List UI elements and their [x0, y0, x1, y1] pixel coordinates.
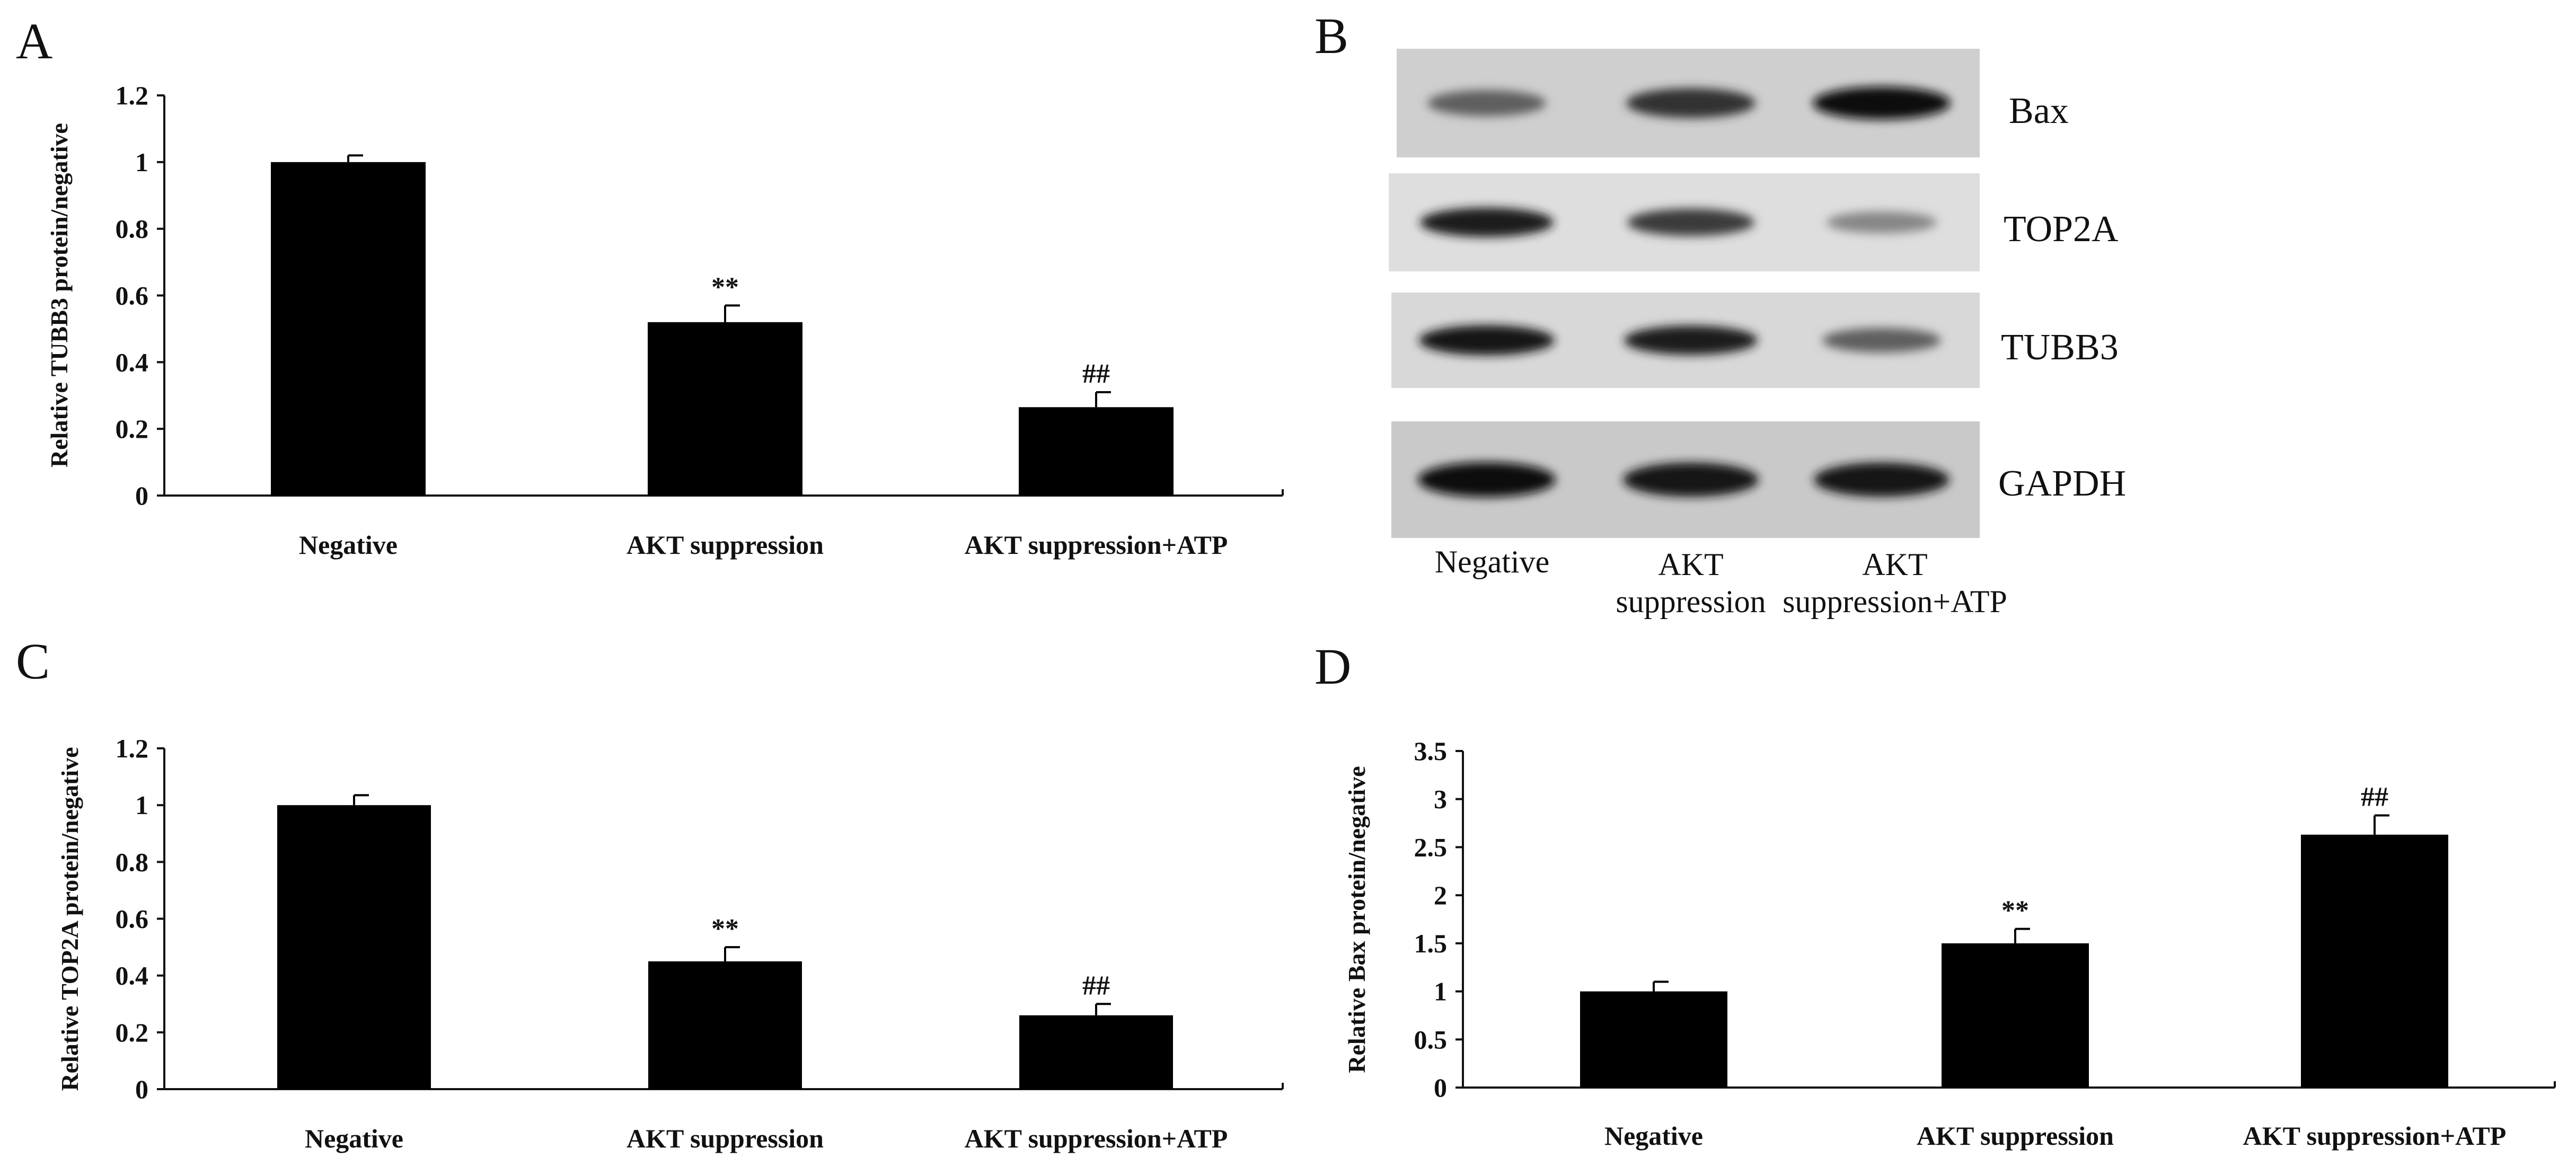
- chart-d-x-tick-labels: Negative AKT suppression AKT suppression+A…: [1604, 1121, 2506, 1151]
- blot-protein-label-gapdh: GAPDH: [1998, 463, 2126, 504]
- chart-c-x-tick-label-akt-suppression-atp: AKT suppression+ATP: [965, 1124, 1228, 1153]
- chart-c-x-tick-labels: Negative AKT suppression AKT suppression+A…: [305, 1124, 1228, 1153]
- blot-strips: [1389, 49, 1980, 538]
- chart-c-y-tick-label-0-4: 0.4: [116, 961, 149, 991]
- chart-a-x-tick-label-akt-suppression: AKT suppression: [627, 530, 824, 560]
- chart-d-y-tick-label-1: 1: [1434, 977, 1447, 1006]
- chart-d-x-tick-label-negative: Negative: [1604, 1121, 1703, 1151]
- chart-c-bars: ** ##: [277, 794, 1284, 1089]
- blot-lane-label-akt-suppression-atp: suppression+ATP: [1783, 584, 2007, 619]
- chart-d-y-ticks: 0 0.5 1 1.5 2 2.5 3 3.5: [1414, 736, 1463, 1102]
- chart-a-ylabel: Relative TUBB3 protein/negative: [46, 123, 73, 467]
- chart-d-bars: ** ##: [1580, 782, 2556, 1088]
- blot-band-top2a-lane-2: [1627, 208, 1754, 236]
- blot-protein-label-top2a: TOP2A: [2004, 209, 2119, 250]
- chart-d-significance-akt-suppression-atp: ##: [2361, 782, 2388, 812]
- chart-a-x-tick-label-negative: Negative: [299, 530, 398, 560]
- chart-c-y-tick-label-1: 1: [135, 790, 148, 820]
- chart-c-x-tick-label-negative: Negative: [305, 1124, 403, 1153]
- panel-letter-c: C: [16, 633, 50, 690]
- chart-d-y-tick-label-0: 0: [1434, 1073, 1447, 1102]
- blot-band-tubb3-lane-3: [1822, 328, 1941, 353]
- chart-c-bar-negative: [277, 805, 431, 1089]
- chart-c-significance-akt-suppression: **: [711, 914, 739, 944]
- chart-d-ylabel: Relative Bax protein/negative: [1343, 766, 1370, 1073]
- chart-a-significance-akt-suppression: **: [711, 272, 739, 302]
- chart-c-y-tick-label-0: 0: [135, 1074, 148, 1104]
- chart-d-bar-negative: [1580, 991, 1727, 1088]
- chart-d-y-tick-label-3: 3: [1434, 784, 1447, 814]
- chart-d-x-tick-label-akt-suppression-atp: AKT suppression+ATP: [2243, 1121, 2507, 1151]
- panel-letter-b: B: [1315, 7, 1348, 64]
- chart-a-tubb3: 0 0.2 0.4 0.6 0.8 1 1.2 ** ## Negative AKT suppr…: [46, 81, 1284, 560]
- blot-band-gapdh-lane-1: [1418, 462, 1556, 497]
- blot-band-gapdh-lane-3: [1814, 462, 1949, 497]
- chart-d-y-tick-label-0-5: 0.5: [1414, 1024, 1448, 1054]
- chart-c-bar-akt-suppression-atp: [1019, 1015, 1173, 1089]
- chart-a-bar-akt-suppression-atp: [1019, 407, 1174, 496]
- chart-a-x-tick-labels: Negative AKT suppression AKT suppression+A…: [299, 530, 1228, 560]
- chart-c-ylabel: Relative TOP2A protein/negative: [56, 747, 83, 1091]
- blot-band-tubb3-lane-2: [1624, 325, 1758, 355]
- blot-lane-label-akt-2: AKT: [1862, 547, 1927, 582]
- chart-d-x-tick-label-akt-suppression: AKT suppression: [1917, 1121, 2114, 1151]
- chart-c-bar-akt-suppression: [648, 961, 802, 1089]
- western-blot: Bax TOP2A TUBB3 GAPDH Negative AKT suppr…: [1389, 49, 2126, 619]
- chart-d-bar-akt-suppression-atp: [2301, 834, 2448, 1088]
- chart-a-y-tick-label-0-2: 0.2: [116, 414, 149, 444]
- blot-band-bax-lane-1: [1427, 90, 1546, 117]
- chart-d-y-tick-label-2: 2: [1434, 880, 1447, 910]
- chart-a-y-tick-label-0-8: 0.8: [116, 214, 149, 244]
- chart-a-y-tick-label-0-4: 0.4: [116, 347, 149, 377]
- blot-band-top2a-lane-1: [1420, 207, 1554, 237]
- chart-a-bars: ** ##: [271, 154, 1284, 496]
- blot-protein-label-tubb3: TUBB3: [2001, 327, 2119, 368]
- chart-c-significance-akt-suppression-atp: ##: [1082, 970, 1110, 1001]
- blot-band-tubb3-lane-1: [1419, 325, 1555, 356]
- chart-d-y-tick-label-2-5: 2.5: [1414, 832, 1448, 862]
- blot-band-bax-lane-2: [1626, 88, 1755, 118]
- chart-c-y-tick-label-0-6: 0.6: [116, 904, 149, 934]
- chart-c-y-tick-label-0-8: 0.8: [116, 847, 149, 877]
- chart-a-y-tick-label-0-6: 0.6: [116, 281, 149, 311]
- chart-c-y-tick-label-0-2: 0.2: [116, 1018, 149, 1047]
- chart-c-x-tick-label-akt-suppression: AKT suppression: [627, 1124, 824, 1153]
- chart-d-y-tick-label-3-5: 3.5: [1414, 736, 1448, 766]
- chart-a-significance-akt-suppression-atp: ##: [1082, 359, 1110, 389]
- chart-c-y-ticks: 0 0.2 0.4 0.6 0.8 1 1.2: [116, 734, 164, 1104]
- chart-d-bar-akt-suppression: [1942, 943, 2089, 1088]
- chart-d-y-tick-label-1-5: 1.5: [1414, 929, 1448, 958]
- blot-lane-label-negative: Negative: [1435, 544, 1550, 579]
- chart-d-significance-akt-suppression: **: [2001, 896, 2029, 926]
- chart-a-x-tick-label-akt-suppression-atp: AKT suppression+ATP: [965, 530, 1228, 560]
- blot-lane-label-akt-suppression: suppression: [1616, 584, 1766, 619]
- chart-a-y-tick-label-0: 0: [135, 481, 148, 510]
- chart-c-y-tick-label-1-2: 1.2: [116, 734, 149, 763]
- blot-protein-label-bax: Bax: [2009, 91, 2069, 131]
- chart-c-top2a: 0 0.2 0.4 0.6 0.8 1 1.2 ** ## Negative AKT suppr…: [56, 734, 1284, 1153]
- panel-letter-d: D: [1315, 638, 1351, 695]
- blot-band-gapdh-lane-2: [1623, 462, 1759, 497]
- chart-a-bar-negative: [271, 162, 426, 496]
- panel-letter-a: A: [16, 13, 52, 69]
- chart-a-bar-akt-suppression: [648, 322, 802, 496]
- chart-a-y-tick-label-1-2: 1.2: [116, 81, 149, 110]
- chart-a-y-tick-label-1: 1: [135, 147, 148, 177]
- blot-band-bax-lane-3: [1813, 86, 1951, 120]
- blot-lane-label-akt: AKT: [1658, 547, 1723, 582]
- blot-band-top2a-lane-3: [1827, 211, 1937, 234]
- chart-a-y-ticks: 0 0.2 0.4 0.6 0.8 1 1.2: [116, 81, 164, 510]
- chart-d-bax: 0 0.5 1 1.5 2 2.5 3 3.5 ** ## Negative AKT suppre…: [1343, 736, 2556, 1151]
